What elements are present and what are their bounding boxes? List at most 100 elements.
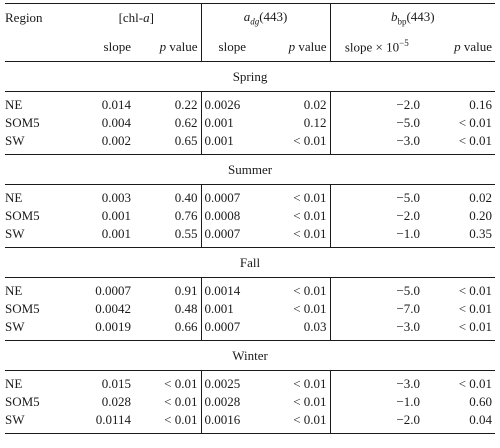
spacer-row (5, 243, 496, 248)
bbp-header-var: b (390, 9, 398, 25)
bbp-p-cell: 0.16 (469, 97, 493, 112)
adg-slope-cell: 0.0007 (200, 189, 264, 207)
adg-slope-cell: 0.0008 (200, 207, 264, 225)
bbp-slope-cell: −3.0 (329, 132, 424, 150)
spacer-row (5, 91, 495, 96)
table-row: SOM5 0.0042 0.48 0.001 < 0.01 −7.0 < 0.01 (5, 300, 495, 318)
adg-slope-cell: 0.0014 (200, 282, 264, 300)
bbp-p-cell: < 0.01 (458, 376, 493, 391)
bbp-slope-exp: −5 (399, 37, 409, 48)
adg-header-sub: dg (250, 16, 260, 27)
bbp-slope-cell: −1.0 (329, 393, 424, 411)
chl-slope-cell: 0.0114 (95, 412, 131, 427)
chl-p-cell: 0.66 (174, 319, 198, 334)
bbp-p-cell: 0.04 (469, 412, 493, 427)
region-cell: SOM5 (5, 301, 40, 316)
bbp-p-cell: 0.35 (469, 226, 493, 241)
season-label: Summer (5, 154, 496, 185)
bbp-slope-pre: slope × 10 (344, 39, 400, 55)
chl-slope-cell: 0.004 (101, 115, 131, 130)
adg-header-arg: (443) (259, 9, 288, 25)
chl-p-letter: p (159, 38, 167, 54)
adg-slope-cell: 0.0007 (200, 318, 264, 336)
bbp-slope-cell: −2.0 (329, 207, 424, 225)
region-cell: SW (5, 412, 25, 427)
chl-slope-cell: 0.001 (101, 226, 131, 241)
chl-p-cell: 0.40 (174, 190, 198, 205)
spacer-cell (329, 370, 424, 375)
adg-header-var: a (243, 9, 251, 25)
bbp-slope-header: slope × 10−5 (329, 32, 424, 62)
table-body: Spring NE 0.014 0.22 0.0026 0.02 −2.0 0.16 SOM5 0… (5, 61, 496, 434)
table-row: SW 0.001 0.55 0.0007 < 0.01 −1.0 0.35 (5, 225, 495, 243)
bbp-p-cell: 0.02 (469, 190, 493, 205)
bbp-p-cell: < 0.01 (458, 133, 493, 148)
chl-p-rest: value (166, 38, 198, 54)
bbp-slope-cell: −5.0 (329, 282, 424, 300)
table-row: SW 0.002 0.65 0.001 < 0.01 −3.0 < 0.01 (5, 132, 495, 150)
table-row: NE 0.014 0.22 0.0026 0.02 −2.0 0.16 (5, 96, 495, 114)
adg-slope-cell: 0.0026 (200, 96, 264, 114)
adg-p-cell: 0.02 (303, 97, 327, 112)
season-label: Spring (5, 61, 496, 92)
spacer-cell (329, 184, 424, 189)
bbp-slope-cell: −2.0 (329, 96, 424, 114)
spacer-cell (263, 243, 331, 248)
chl-header-var: a (143, 10, 150, 25)
bbp-header-sub: bp (397, 16, 407, 27)
spacer-cell (200, 336, 264, 341)
chl-p-cell: 0.62 (174, 115, 198, 130)
chl-slope-cell: 0.028 (101, 394, 131, 409)
table-row: NE 0.015 < 0.01 0.0025 < 0.01 −3.0 < 0.01 (5, 375, 495, 393)
bbp-slope-cell: −2.0 (329, 411, 424, 429)
bbp-slope-cell: −5.0 (329, 189, 424, 207)
adg-slope-header: slope (200, 32, 264, 62)
adg-slope-cell: 0.001 (200, 300, 264, 318)
adg-p-cell: < 0.01 (293, 208, 327, 223)
spacer-row (5, 184, 495, 189)
adg-p-cell: < 0.01 (293, 226, 327, 241)
table-row: SOM5 0.028 < 0.01 0.0028 < 0.01 −1.0 0.60 (5, 393, 495, 411)
region-cell: NE (5, 376, 23, 391)
spacer-cell (72, 243, 134, 248)
chl-p-cell: 0.22 (174, 97, 198, 112)
bbp-p-cell: 0.20 (469, 208, 493, 223)
table-row: SOM5 0.001 0.76 0.0008 < 0.01 −2.0 0.20 (5, 207, 495, 225)
region-cell: NE (5, 283, 23, 298)
chl-slope-cell: 0.002 (101, 133, 131, 148)
spacer-cell (329, 429, 424, 434)
bbp-p-cell: < 0.01 (458, 115, 493, 130)
chl-p-cell: 0.91 (174, 283, 198, 298)
region-cell: NE (5, 97, 23, 112)
table-row: SW 0.0114 < 0.01 0.0016 < 0.01 −2.0 0.04 (5, 411, 495, 429)
spacer-cell (134, 336, 202, 341)
spacer-cell (200, 277, 264, 282)
spacer-cell (200, 150, 264, 155)
season-header-row: Winter (5, 340, 496, 371)
bbp-slope-cell: −3.0 (329, 318, 424, 336)
adg-p-cell: < 0.01 (293, 301, 327, 316)
adg-slope-cell: 0.001 (200, 114, 264, 132)
chl-p-cell: < 0.01 (164, 412, 198, 427)
region-cell: SOM5 (5, 394, 40, 409)
adg-slope-cell: 0.0007 (200, 225, 264, 243)
adg-p-letter: p (288, 38, 296, 54)
spacer-row (5, 277, 495, 282)
bbp-header-arg: (443) (406, 9, 435, 25)
header-row-variables: Region [chl-a] adg(443) bbp(443) (5, 3, 496, 32)
adg-p-cell: < 0.01 (293, 283, 327, 298)
chl-slope-cell: 0.0007 (95, 283, 131, 298)
chl-p-cell: 0.76 (174, 208, 198, 223)
chl-slope-cell: 0.0042 (95, 301, 131, 316)
season-header-row: Fall (5, 247, 496, 278)
adg-p-rest: value (295, 38, 327, 54)
region-cell: SW (5, 133, 25, 148)
spacer-cell (200, 91, 264, 96)
bbp-slope-cell: −7.0 (329, 300, 424, 318)
adg-header: adg(443) (200, 3, 331, 32)
table-row: NE 0.003 0.40 0.0007 < 0.01 −5.0 0.02 (5, 189, 495, 207)
adg-slope-cell: 0.0028 (200, 393, 264, 411)
chl-slope-cell: 0.014 (101, 97, 131, 112)
spacer-cell (72, 150, 134, 155)
chl-p-cell: 0.48 (174, 301, 198, 316)
